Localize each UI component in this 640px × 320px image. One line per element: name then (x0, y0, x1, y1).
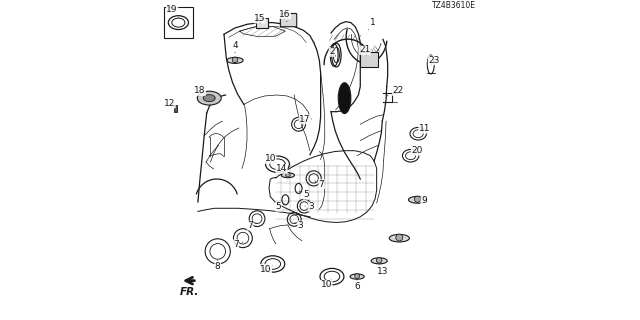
Text: FR.: FR. (180, 287, 199, 297)
Ellipse shape (339, 83, 351, 114)
Ellipse shape (389, 235, 410, 242)
Text: 19: 19 (166, 4, 178, 13)
Bar (173, 105, 177, 112)
Text: 21: 21 (359, 45, 371, 54)
Text: 7: 7 (233, 240, 239, 249)
Circle shape (415, 196, 420, 202)
Circle shape (232, 57, 238, 63)
Text: 10: 10 (321, 280, 332, 289)
Text: 6: 6 (355, 283, 360, 292)
Bar (257, 18, 268, 28)
Circle shape (396, 234, 403, 241)
Bar (164, 7, 193, 38)
Ellipse shape (204, 95, 215, 102)
Text: 1: 1 (370, 18, 376, 27)
Text: 13: 13 (377, 267, 388, 276)
Ellipse shape (350, 274, 364, 279)
Text: 3: 3 (298, 221, 303, 230)
Text: 7: 7 (319, 180, 324, 188)
Text: 17: 17 (299, 115, 310, 124)
Text: 14: 14 (276, 164, 287, 173)
Circle shape (285, 172, 290, 177)
Ellipse shape (197, 91, 221, 105)
Text: 15: 15 (254, 14, 266, 23)
Text: TZ4B3610E: TZ4B3610E (432, 1, 476, 10)
Text: 10: 10 (264, 154, 276, 164)
Text: 12: 12 (164, 99, 175, 108)
Text: 20: 20 (412, 146, 422, 155)
Text: 5: 5 (303, 190, 308, 199)
Text: 16: 16 (279, 10, 291, 19)
Text: 9: 9 (421, 196, 427, 205)
Text: 4: 4 (232, 41, 238, 50)
Text: 22: 22 (392, 86, 404, 95)
Text: 10: 10 (260, 265, 271, 274)
Text: 23: 23 (428, 56, 440, 65)
Text: 5: 5 (276, 202, 282, 211)
Text: 7: 7 (247, 221, 253, 230)
Text: 3: 3 (308, 202, 314, 211)
FancyBboxPatch shape (280, 13, 297, 27)
Ellipse shape (408, 196, 427, 203)
Ellipse shape (371, 258, 387, 264)
Text: 11: 11 (419, 124, 430, 133)
Text: 8: 8 (215, 262, 221, 271)
Ellipse shape (282, 173, 294, 178)
Circle shape (355, 274, 360, 278)
Text: 2: 2 (329, 47, 335, 56)
Text: 18: 18 (194, 86, 205, 95)
Bar (360, 52, 378, 67)
Ellipse shape (227, 57, 243, 63)
Circle shape (376, 258, 382, 263)
